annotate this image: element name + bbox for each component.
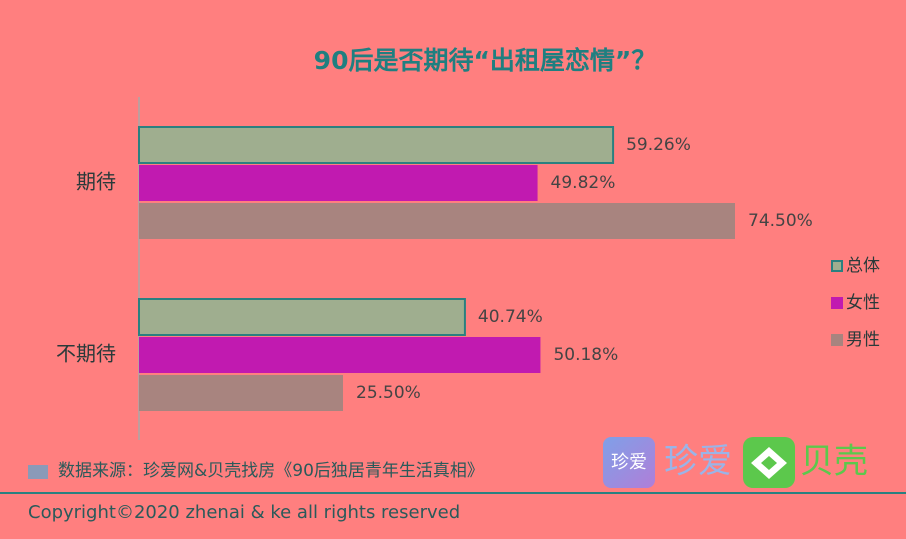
source-note: 数据来源：珍爱网&贝壳找房《90后独居青年生活真相》 bbox=[58, 461, 484, 481]
legend-marker bbox=[831, 260, 843, 272]
y-tick-label: 不期待 bbox=[56, 342, 116, 366]
logo-icon bbox=[743, 437, 795, 488]
data-label: 59.26% bbox=[626, 135, 691, 155]
bar bbox=[139, 375, 343, 411]
source-marker bbox=[28, 465, 48, 479]
logo-text: 贝壳 bbox=[800, 442, 868, 482]
bar bbox=[138, 298, 466, 336]
legend-marker bbox=[831, 297, 843, 309]
legend-label: 男性 bbox=[846, 330, 880, 350]
legend-label: 女性 bbox=[846, 293, 880, 313]
chart-title: 90后是否期待“出租屋恋情”？ bbox=[314, 46, 657, 75]
bar bbox=[139, 165, 538, 201]
bar bbox=[139, 337, 541, 373]
bar bbox=[139, 203, 735, 239]
bar bbox=[138, 126, 615, 164]
logo-icon-text: 珍爱 bbox=[611, 452, 647, 473]
data-label: 49.82% bbox=[551, 173, 616, 193]
data-label: 25.50% bbox=[356, 383, 421, 403]
legend-label: 总体 bbox=[846, 256, 880, 276]
copyright: Copyright©2020 zhenai & ke all rights re… bbox=[28, 502, 460, 523]
logo-text: 珍爱 bbox=[664, 442, 732, 482]
data-label: 50.18% bbox=[553, 345, 618, 365]
logo-symbol bbox=[751, 447, 787, 479]
data-label: 74.50% bbox=[748, 211, 813, 231]
y-tick-label: 期待 bbox=[76, 170, 116, 194]
data-label: 40.74% bbox=[478, 307, 543, 327]
legend-marker bbox=[831, 334, 843, 346]
logo-icon bbox=[603, 437, 655, 488]
